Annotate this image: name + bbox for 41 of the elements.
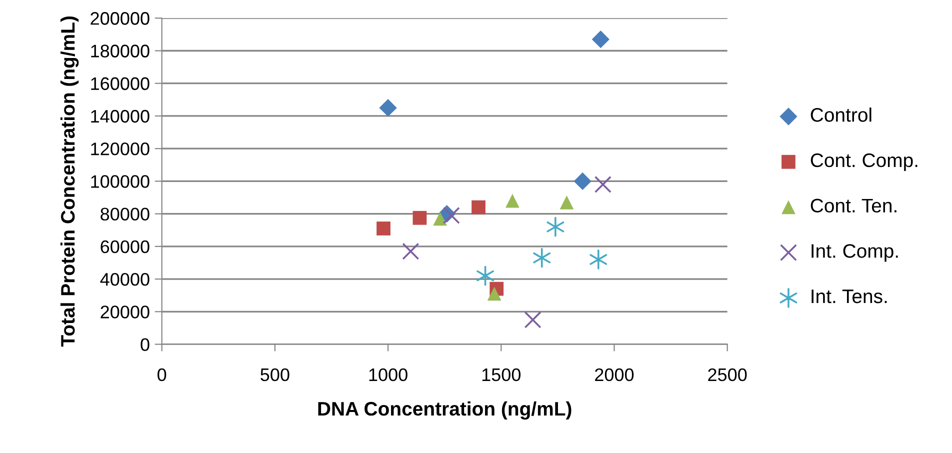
point xyxy=(590,250,608,270)
point xyxy=(574,172,592,190)
y-tick-label: 120000 xyxy=(91,142,150,156)
x-tick-label: 500 xyxy=(260,368,290,382)
legend-label: Control xyxy=(810,108,872,122)
y-tick-label: 160000 xyxy=(91,77,150,90)
legend-label: Cont. Comp. xyxy=(810,153,918,172)
point xyxy=(560,195,574,210)
point xyxy=(412,210,427,225)
y-tick-label: 60000 xyxy=(100,240,150,254)
y-tick-label: 140000 xyxy=(91,110,150,123)
point xyxy=(594,176,612,194)
y-tick-label: 40000 xyxy=(100,272,150,286)
x-tick-label: 2500 xyxy=(708,368,747,382)
y-tick-label: 80000 xyxy=(100,208,150,221)
point xyxy=(533,248,551,268)
legend-label: Int. Tens. xyxy=(812,290,887,304)
x-tick-label: 2000 xyxy=(595,368,634,382)
point xyxy=(546,216,564,237)
legend-label: Cont. Ten. xyxy=(810,198,896,213)
x-tick-label: 1500 xyxy=(482,368,521,382)
point xyxy=(487,286,502,301)
y-tick-label: 100000 xyxy=(91,175,150,188)
point xyxy=(476,266,494,286)
x-tick-label: 1000 xyxy=(369,368,408,382)
x-axis-title: DNA Concentration (ng/mL) xyxy=(318,401,572,420)
y-tick-label: 180000 xyxy=(91,44,150,58)
y-tick-label: 0 xyxy=(140,338,150,351)
y-tick-label: 200000 xyxy=(90,12,150,25)
point xyxy=(472,200,486,214)
point xyxy=(442,206,460,224)
point xyxy=(506,194,520,208)
point xyxy=(524,311,542,328)
x-tick-label: 0 xyxy=(158,368,166,382)
y-tick-label: 20000 xyxy=(100,306,150,318)
legend-label: Int. Comp. xyxy=(812,244,898,262)
point xyxy=(379,98,397,117)
point xyxy=(376,222,390,236)
y-axis-title: Total Protein Concentration (ng/mL) xyxy=(60,16,79,347)
point xyxy=(592,30,610,48)
point xyxy=(402,242,420,260)
